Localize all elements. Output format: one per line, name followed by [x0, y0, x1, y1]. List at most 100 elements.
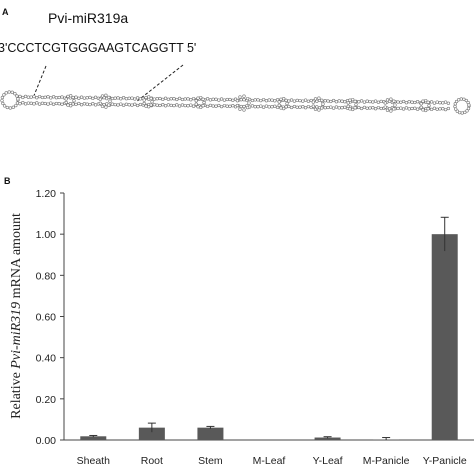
nucleotide-dot	[82, 102, 87, 106]
bar-root	[138, 427, 165, 440]
nucleotide-dot	[51, 102, 56, 106]
nucleotide-dot	[100, 104, 105, 109]
nucleotide-dot	[180, 103, 185, 107]
nucleotide-dot	[426, 100, 430, 104]
nucleotide-dot	[54, 101, 59, 106]
nucleotide-dot	[66, 103, 70, 107]
nucleotide-dot	[245, 96, 250, 101]
nucleotide-dot	[119, 102, 123, 106]
nucleotide-dot	[64, 100, 68, 105]
nucleotide-dot	[135, 103, 140, 108]
nucleotide-dot	[211, 97, 215, 101]
nucleotide-dot	[317, 108, 321, 112]
nucleotide-dot	[225, 104, 229, 108]
mirna-sequence-label: 3'CCCTCGTGGGAAGTCAGGTT 5'	[0, 41, 196, 55]
nucleotide-dot	[208, 103, 213, 108]
nucleotide-dot	[353, 99, 357, 104]
nucleotide-dot	[245, 105, 250, 110]
nucleotide-dot	[35, 101, 39, 105]
nucleotide-dot	[35, 96, 39, 100]
nucleotide-dot	[465, 109, 469, 113]
nucleotide-dot	[348, 98, 352, 102]
nucleotide-dot	[23, 94, 28, 99]
nucleotide-dot	[196, 105, 200, 109]
nucleotide-dot	[357, 105, 361, 110]
nucleotide-dot	[443, 107, 448, 112]
nucleotide-dot	[389, 97, 393, 101]
nucleotide-dot	[311, 100, 315, 104]
nucleotide-dot	[79, 103, 84, 107]
nucleotide-dot	[177, 96, 182, 101]
nucleotide-dot	[261, 105, 266, 109]
nucleotide-dot	[69, 104, 73, 108]
nucleotide-dot	[166, 97, 171, 101]
nucleotide-dot	[150, 100, 154, 104]
nucleotide-dot	[399, 106, 403, 110]
nucleotide-dot	[91, 96, 95, 101]
nucleotide-dot	[457, 110, 462, 115]
nucleotide-dot	[85, 102, 89, 106]
nucleotide-dot	[199, 105, 203, 110]
nucleotide-dot	[172, 97, 176, 101]
nucleotide-dot	[1, 101, 5, 106]
nucleotide-dot	[21, 101, 25, 105]
nucleotide-dot	[152, 103, 157, 107]
nucleotide-dot	[110, 96, 115, 101]
nucleotide-dot	[279, 106, 283, 110]
nucleotide-dot	[130, 96, 134, 100]
nucleotide-dot	[454, 107, 458, 111]
nucleotide-dot	[46, 102, 50, 106]
nucleotide-dot	[287, 104, 291, 109]
nucleotide-dot	[253, 105, 257, 109]
nucleotide-dot	[130, 103, 134, 107]
nucleotide-dot	[32, 102, 36, 106]
nucleotide-dot	[441, 101, 445, 105]
nucleotide-dot	[217, 98, 221, 102]
nucleotide-dot	[205, 104, 210, 109]
nucleotide-dot	[357, 100, 361, 104]
nucleotide-dot	[199, 95, 203, 100]
nucleotide-dot	[284, 98, 288, 103]
nucleotide-dot	[113, 102, 117, 107]
nucleotide-dot	[142, 101, 146, 106]
nucleotide-dot	[116, 96, 120, 100]
nucleotide-dot	[228, 97, 232, 102]
nucleotide-dot	[155, 97, 159, 101]
nucleotide-dot	[429, 100, 434, 104]
nucleotide-dot	[142, 98, 146, 102]
nucleotide-dot	[26, 101, 31, 105]
nucleotide-dot	[427, 103, 431, 108]
nucleotide-dot	[189, 98, 193, 102]
nucleotide-dot	[365, 106, 369, 110]
nucleotide-dot	[407, 100, 411, 104]
nucleotide-dot	[443, 100, 448, 104]
nucleotide-dot	[334, 100, 339, 104]
nucleotide-dot	[270, 105, 274, 109]
nucleotide-dot	[247, 101, 251, 105]
nucleotide-dot	[376, 105, 381, 110]
nucleotide-dot	[463, 110, 467, 115]
nucleotide-dot	[435, 100, 439, 104]
nucleotide-dot	[273, 99, 277, 103]
nucleotide-dot	[389, 109, 393, 113]
nucleotide-dot	[194, 99, 198, 103]
nucleotide-dot	[191, 96, 196, 101]
y-axis-label-italic: Pvi-miR319	[9, 302, 24, 370]
nucleotide-dot	[373, 99, 378, 103]
nucleotide-dot	[149, 103, 153, 107]
nucleotide-dot	[282, 106, 286, 111]
nucleotide-dot	[124, 102, 129, 106]
nucleotide-dot	[222, 98, 227, 102]
nucleotide-dot	[98, 97, 102, 101]
y-tick-label: 0.80	[36, 270, 57, 282]
nucleotide-dot	[196, 96, 200, 100]
nucleotide-dot	[121, 103, 126, 107]
bar-y-panicle	[431, 234, 458, 440]
nucleotide-dot	[282, 97, 286, 101]
nucleotide-dot	[235, 99, 240, 103]
nucleotide-dot	[147, 105, 151, 109]
nucleotide-dot	[368, 106, 372, 110]
nucleotide-dot	[64, 97, 68, 101]
nucleotide-dot	[337, 99, 341, 103]
nucleotide-dot	[317, 96, 321, 100]
